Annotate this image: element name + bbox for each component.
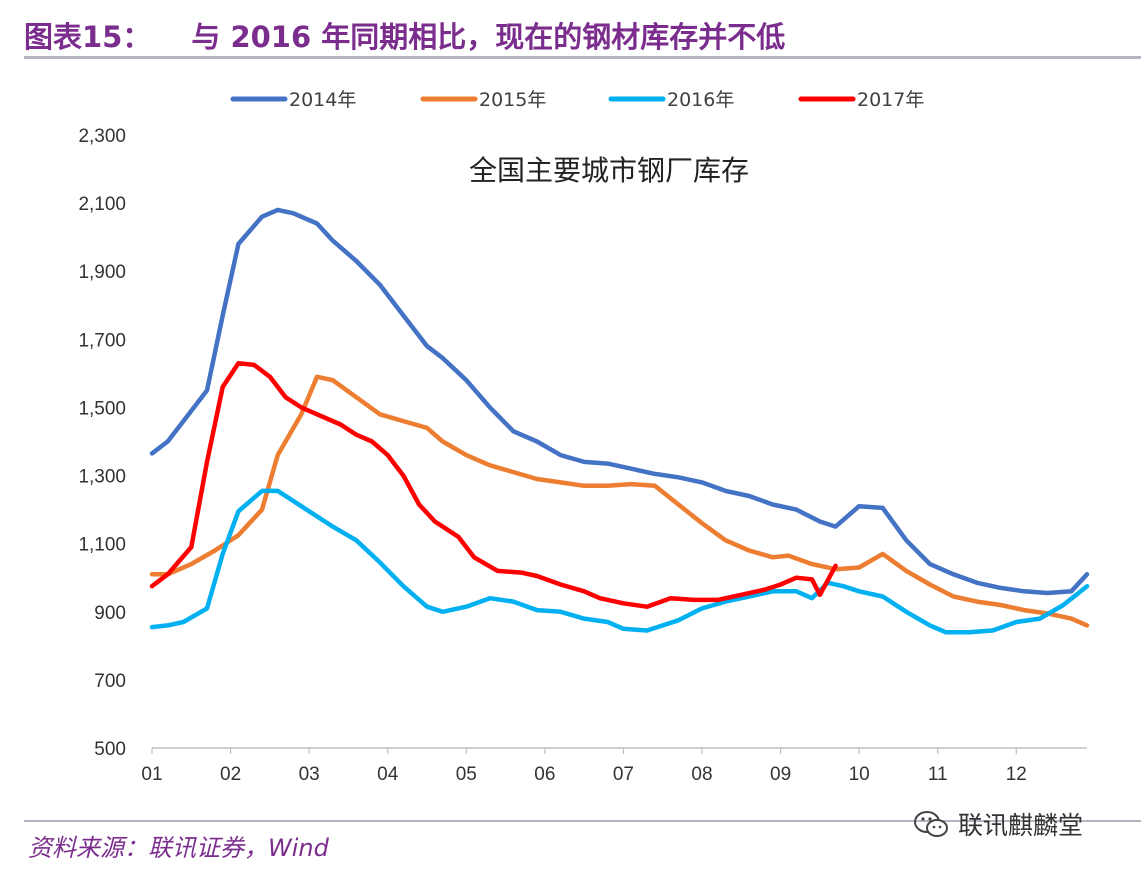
source-note: 资料来源：联讯证券，Wind xyxy=(28,834,329,862)
x-tick-label: 06 xyxy=(534,764,555,785)
y-tick-label: 500 xyxy=(94,739,126,760)
plot-lines xyxy=(149,207,1090,635)
y-tick-label: 1,900 xyxy=(78,262,126,283)
y-tick-label: 1,500 xyxy=(78,398,126,419)
series-line-2014年 xyxy=(149,207,1090,596)
legend-label: 2015年 xyxy=(479,89,546,111)
legend-label: 2017年 xyxy=(857,89,924,111)
figure-caption: 与 2016 年同期相比，现在的钢材库存并不低 xyxy=(191,20,786,54)
y-tick-label: 900 xyxy=(94,603,126,624)
watermark: 联讯麒麟堂 xyxy=(912,806,1083,842)
x-tick-label: 07 xyxy=(613,764,634,785)
series-line-2016年 xyxy=(149,488,1090,635)
x-tick-label: 10 xyxy=(849,764,870,785)
x-tick-label: 02 xyxy=(220,764,241,785)
x-tick-label: 05 xyxy=(456,764,477,785)
x-tick-label: 12 xyxy=(1006,764,1027,785)
figure-number: 图表15： xyxy=(24,20,152,54)
bottom-divider xyxy=(24,820,1141,822)
y-tick-label: 1,100 xyxy=(78,535,126,556)
x-axis: 01 02 03 04 05 06 07 08 09 10 11 12 xyxy=(141,747,1087,785)
chart-title: 全国主要城市钢厂库存 xyxy=(469,154,749,187)
x-tick-label: 08 xyxy=(691,764,712,785)
legend-label: 2016年 xyxy=(667,89,734,111)
series-line-2017年 xyxy=(149,360,838,609)
y-tick-label: 2,100 xyxy=(78,194,126,215)
y-tick-label: 700 xyxy=(94,671,126,692)
y-tick-label: 2,300 xyxy=(78,126,126,147)
watermark-text: 联讯麒麟堂 xyxy=(958,811,1084,840)
wechat-icon xyxy=(914,811,948,837)
y-axis: 500 700 900 1,100 1,300 1,500 1,700 1,900 2,100 2… xyxy=(78,126,126,760)
chart: 2014年 2015年 2016年 2017年 全国主要城市钢厂库存 500 700 90… xyxy=(78,89,1090,785)
x-tick-label: 03 xyxy=(299,764,320,785)
chart-legend: 2014年 2015年 2016年 2017年 xyxy=(230,89,924,111)
x-tick-label: 04 xyxy=(377,764,399,785)
figure-title: 图表15： 与 2016 年同期相比，现在的钢材库存并不低 xyxy=(24,14,785,56)
top-divider xyxy=(24,56,1141,59)
y-tick-label: 1,300 xyxy=(78,467,126,488)
y-tick-label: 1,700 xyxy=(78,330,126,351)
x-tick-label: 01 xyxy=(141,764,162,785)
series-line-2015年 xyxy=(149,374,1090,628)
x-tick-label: 09 xyxy=(770,764,791,785)
legend-label: 2014年 xyxy=(289,89,356,111)
x-tick-label: 11 xyxy=(928,764,948,785)
